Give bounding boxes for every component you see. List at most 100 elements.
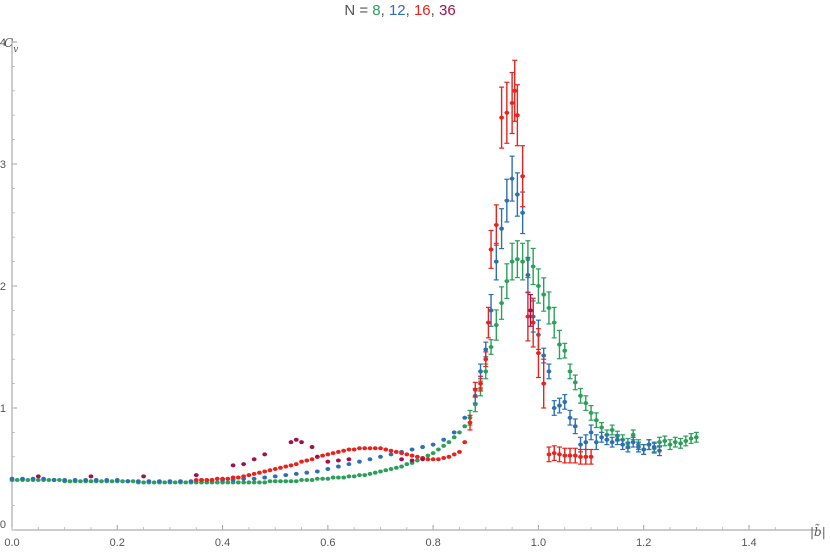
data-point xyxy=(230,463,236,468)
data-point xyxy=(157,479,162,484)
title-part: 16 xyxy=(414,2,431,19)
data-point xyxy=(588,410,594,415)
x-tick-label: 0.2 xyxy=(110,537,125,549)
data-point xyxy=(314,454,320,459)
data-point xyxy=(530,264,536,269)
data-point xyxy=(683,438,689,443)
data-point xyxy=(346,474,352,479)
data-point xyxy=(288,440,294,445)
data-point xyxy=(483,357,489,362)
data-point xyxy=(378,469,383,474)
data-point xyxy=(251,457,257,462)
data-point xyxy=(528,308,533,313)
data-point xyxy=(309,445,315,450)
data-point xyxy=(372,470,378,475)
data-point xyxy=(162,480,168,485)
data-point xyxy=(362,473,368,478)
data-point xyxy=(514,113,520,118)
data-point xyxy=(93,477,99,482)
data-point xyxy=(304,477,310,482)
data-point xyxy=(488,247,494,252)
data-point xyxy=(278,465,283,470)
data-point xyxy=(430,451,436,456)
series-12 xyxy=(9,155,663,484)
data-point xyxy=(235,480,241,485)
data-point xyxy=(99,479,104,484)
data-point xyxy=(393,449,399,454)
data-point xyxy=(541,292,547,297)
data-point xyxy=(514,192,520,197)
data-point xyxy=(335,475,341,480)
data-point xyxy=(451,452,457,457)
data-point xyxy=(346,457,352,462)
data-point xyxy=(409,447,415,452)
data-point xyxy=(651,445,657,450)
data-point xyxy=(488,345,494,349)
data-point xyxy=(546,369,552,374)
data-point xyxy=(293,462,299,467)
data-point xyxy=(357,473,362,478)
data-point xyxy=(378,446,383,451)
x-tick-label: 1.0 xyxy=(531,537,546,549)
data-point xyxy=(241,480,247,485)
data-point xyxy=(520,210,526,215)
data-point xyxy=(309,477,315,482)
data-point xyxy=(414,458,420,463)
data-point xyxy=(688,436,694,441)
data-point xyxy=(346,462,352,467)
data-point xyxy=(567,453,573,458)
data-point xyxy=(399,457,404,462)
data-point xyxy=(251,480,257,485)
data-point xyxy=(420,457,426,462)
data-point xyxy=(536,284,541,288)
data-point xyxy=(493,323,499,328)
data-point xyxy=(325,467,331,471)
data-point xyxy=(225,480,231,485)
data-point xyxy=(562,399,568,404)
data-point xyxy=(504,279,510,284)
data-point xyxy=(230,475,236,480)
data-point xyxy=(341,448,347,453)
data-point xyxy=(278,479,283,484)
data-point xyxy=(235,475,241,480)
data-point xyxy=(88,479,94,484)
data-point xyxy=(178,479,183,484)
data-point xyxy=(567,369,573,374)
data-point xyxy=(399,451,404,456)
data-point xyxy=(125,479,131,484)
data-point xyxy=(472,387,478,392)
data-point xyxy=(620,442,626,447)
data-point xyxy=(678,441,683,446)
title-part: 36 xyxy=(439,2,456,19)
data-point xyxy=(446,440,452,445)
title-part: , xyxy=(406,2,414,19)
data-point xyxy=(493,259,499,264)
data-point xyxy=(409,453,415,458)
data-point xyxy=(578,393,583,398)
data-point xyxy=(51,477,57,482)
data-point xyxy=(257,470,262,475)
data-point xyxy=(193,477,199,482)
data-point xyxy=(562,348,568,353)
data-point xyxy=(514,257,520,262)
data-point xyxy=(425,457,431,462)
data-point xyxy=(667,442,673,447)
data-point xyxy=(383,447,389,452)
data-point xyxy=(609,440,615,445)
data-point xyxy=(546,305,552,310)
data-point xyxy=(430,457,436,462)
data-point xyxy=(335,449,341,454)
data-point xyxy=(288,479,294,484)
data-point xyxy=(78,479,83,484)
data-point xyxy=(578,454,583,459)
data-point xyxy=(14,477,20,482)
data-point xyxy=(599,425,604,430)
data-point xyxy=(299,477,304,482)
data-point xyxy=(188,479,194,484)
data-point xyxy=(451,435,457,440)
data-point xyxy=(346,447,352,452)
data-point xyxy=(320,476,325,481)
data-point xyxy=(388,452,394,457)
data-point xyxy=(283,479,289,484)
